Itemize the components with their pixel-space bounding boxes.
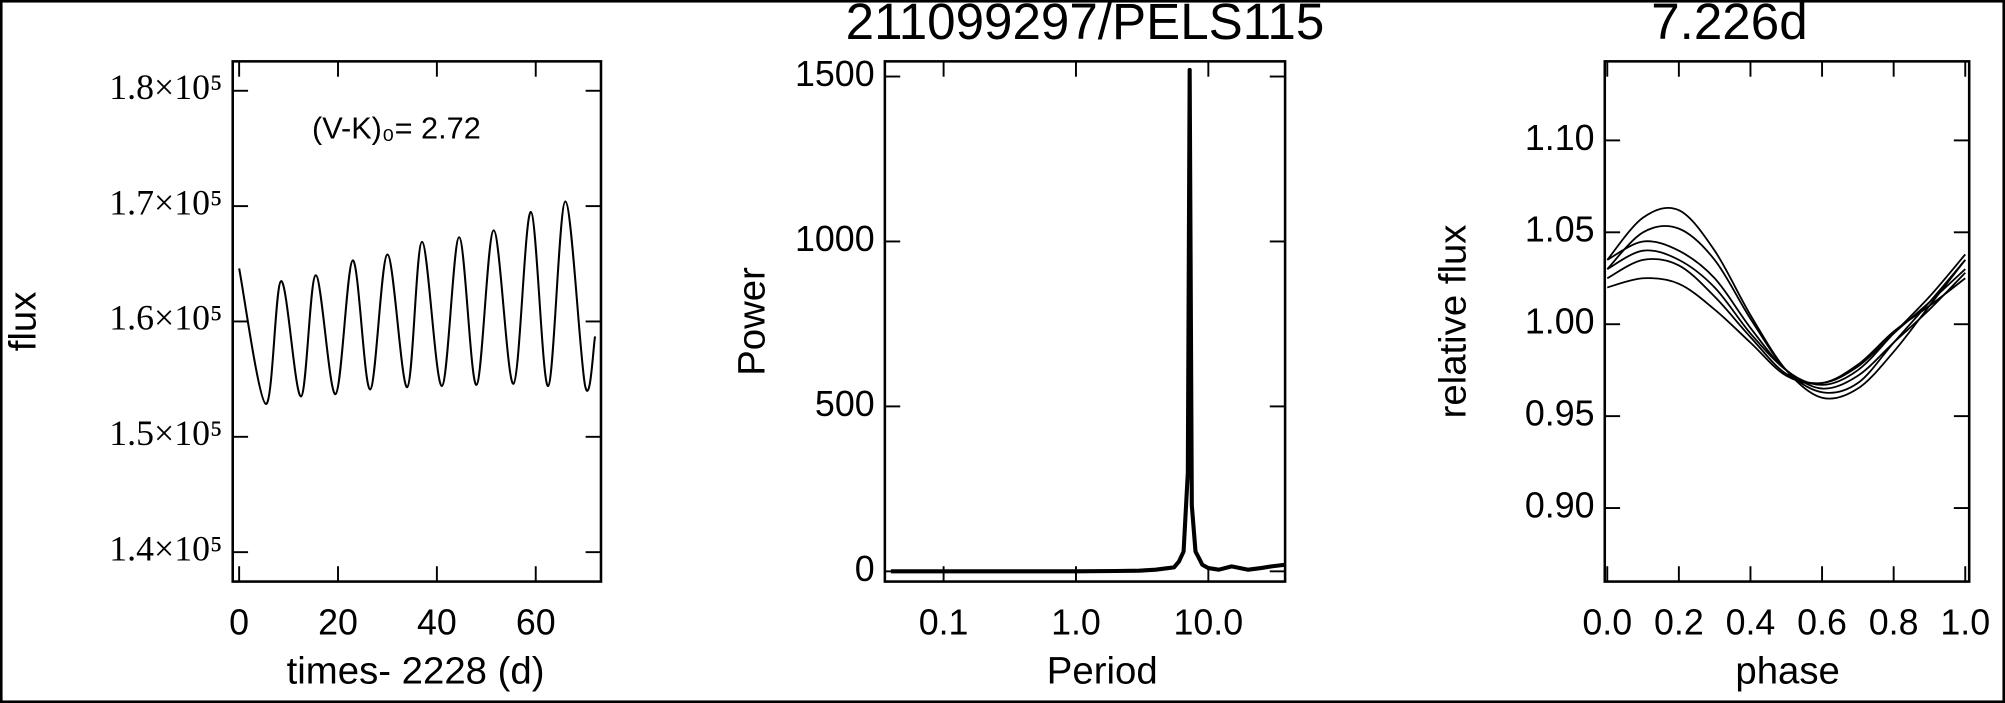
- data-line: [1606, 249, 1966, 390]
- chart-title: 211099297/PELS115: [846, 0, 1325, 50]
- y-tick-label: 1.6×10⁵: [109, 298, 222, 338]
- y-tick-label: 1.8×10⁵: [109, 67, 222, 107]
- y-tick-label: 0.90: [1525, 486, 1595, 526]
- annotation: (V-K)₀= 2.72: [312, 110, 481, 145]
- plot-box: [1603, 60, 1971, 583]
- x-axis-label: phase: [1735, 650, 1840, 693]
- y-tick-label: 1.5×10⁵: [109, 413, 222, 453]
- x-tick-label: 0.8: [1869, 602, 1919, 642]
- y-tick-label: 1.7×10⁵: [109, 182, 222, 222]
- y-axis-label: relative flux: [1431, 225, 1474, 419]
- x-tick-label: 60: [516, 602, 556, 642]
- data-line: [1606, 225, 1966, 394]
- x-axis-label: times- 2228 (d): [287, 650, 545, 693]
- y-tick-label: 500: [815, 384, 875, 424]
- x-tick-label: 1.0: [1051, 602, 1101, 642]
- x-tick-label: 40: [417, 602, 457, 642]
- y-tick-label: 0: [855, 549, 875, 589]
- data-line: [238, 200, 597, 405]
- x-tick-label: 1.0: [1940, 602, 1990, 642]
- y-tick-label: 1.4×10⁵: [109, 528, 222, 568]
- x-tick-label: 0.0: [1582, 602, 1632, 642]
- y-tick-label: 1.10: [1525, 118, 1595, 158]
- x-tick-label: 0.1: [919, 602, 969, 642]
- data-line: [1607, 277, 1966, 385]
- x-tick-label: 0.4: [1726, 602, 1776, 642]
- chart-title: 7.226d: [1651, 0, 1807, 50]
- y-axis-label: flux: [2, 292, 45, 352]
- x-axis-label: Period: [1047, 650, 1158, 693]
- y-tick-label: 0.95: [1525, 394, 1595, 434]
- x-tick-label: 10.0: [1174, 602, 1244, 642]
- x-tick-label: 0: [229, 602, 249, 642]
- x-tick-label: 0.6: [1797, 602, 1847, 642]
- plot-box: [883, 60, 1287, 583]
- x-tick-label: 0.2: [1654, 602, 1704, 642]
- x-tick-label: 20: [318, 602, 358, 642]
- y-tick-label: 1.00: [1525, 302, 1595, 342]
- data-line: [890, 67, 1286, 574]
- y-axis-label: Power: [731, 267, 774, 376]
- y-tick-label: 1000: [795, 219, 875, 259]
- y-tick-label: 1.05: [1525, 210, 1595, 250]
- data-line: [1606, 240, 1966, 386]
- y-tick-label: 1500: [795, 54, 875, 94]
